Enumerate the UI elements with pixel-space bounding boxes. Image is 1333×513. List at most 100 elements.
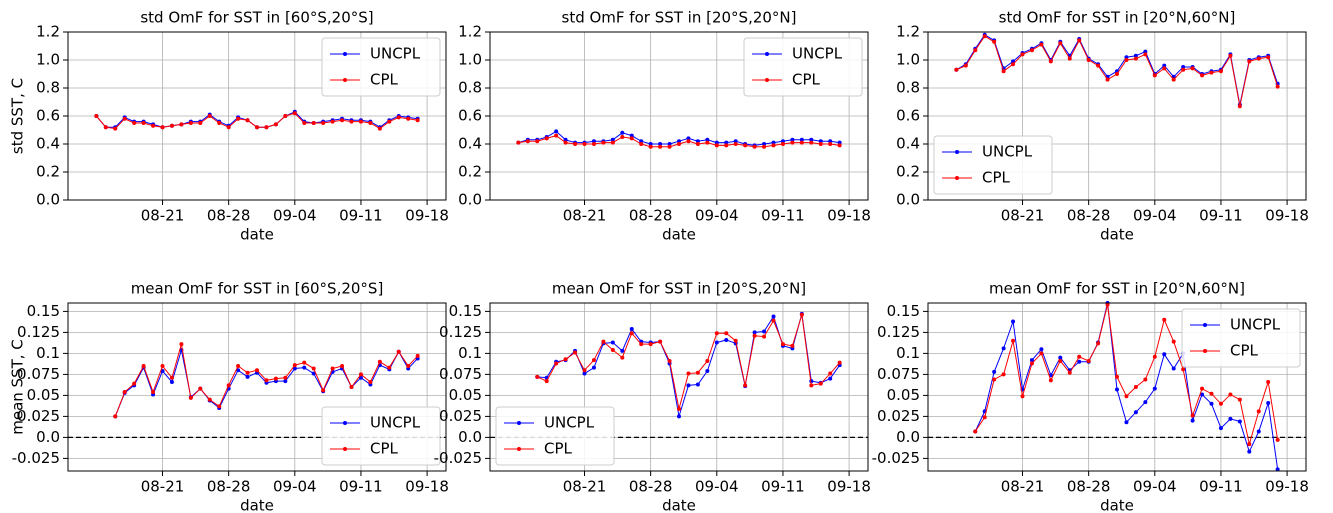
data-point [1266, 379, 1271, 384]
data-point [818, 142, 823, 146]
data-point [1077, 354, 1082, 359]
data-point [954, 67, 959, 72]
axes-frame [67, 302, 447, 472]
x-tick-label: 08-21 [563, 478, 607, 496]
data-point [1067, 370, 1072, 375]
legend: UNCPL CPL [743, 37, 863, 97]
data-point [610, 340, 615, 345]
data-point [1256, 409, 1261, 414]
data-point [141, 121, 146, 125]
data-point [179, 122, 184, 127]
y-tick-label: 0.0 [36, 191, 60, 209]
y-tick-label: 0.025 [877, 407, 920, 425]
data-point [724, 337, 729, 342]
x-tick-label: 09-18 [827, 478, 871, 496]
data-point [582, 142, 587, 146]
x-tick-label: 08-21 [1001, 478, 1045, 496]
data-point [1058, 358, 1063, 363]
data-point [1266, 400, 1271, 405]
data-point [1228, 53, 1233, 58]
data-point [217, 121, 222, 125]
data-point [1096, 63, 1101, 68]
data-point [302, 121, 307, 125]
data-point [1200, 392, 1205, 397]
data-point [1115, 72, 1119, 76]
data-point [629, 133, 634, 138]
y-tick-label: 0.1 [36, 344, 60, 362]
data-point [141, 364, 146, 368]
y-tick-label: 0.4 [36, 135, 60, 153]
data-point [544, 136, 549, 141]
y-tick-label: 1.2 [36, 23, 60, 41]
data-point [963, 63, 968, 68]
data-point [1124, 394, 1129, 399]
data-point [677, 139, 681, 144]
data-point [1048, 378, 1053, 383]
data-point [780, 139, 785, 144]
x-tick-label: 09-18 [405, 478, 449, 496]
data-point [799, 137, 804, 142]
data-point [1209, 401, 1214, 406]
subplot: 0.0 0.2 0.4 0.6 0.8 1.0 1.2 08-21 08-28 09-04 09-1… [458, 9, 871, 244]
legend-label: CPL [370, 71, 399, 89]
data-point [1077, 359, 1082, 364]
series-line [537, 314, 841, 409]
data-point [573, 350, 578, 355]
data-point [1011, 319, 1016, 324]
data-point [1275, 84, 1280, 89]
subplot: 0.0 0.2 0.4 0.6 0.8 1.0 1.2 08-21 08-28 09-04 09-1… [9, 9, 449, 244]
data-point [667, 358, 672, 363]
data-point [695, 382, 700, 387]
x-tick-label: 09-04 [273, 207, 317, 225]
data-point [1218, 426, 1223, 431]
y-tick-label: 0.1 [458, 344, 482, 362]
data-point [762, 142, 767, 146]
data-point [1218, 69, 1223, 74]
subplot: 0.0 0.2 0.4 0.6 0.8 1.0 1.2 08-21 08-28 09-04 09-1… [896, 9, 1309, 244]
data-point [582, 368, 587, 373]
data-point [169, 375, 174, 380]
data-point [1058, 355, 1063, 360]
data-point [591, 142, 596, 146]
data-point [387, 365, 392, 370]
data-point [601, 140, 606, 145]
data-point [973, 429, 978, 434]
y-tick-label: 0.2 [458, 163, 482, 181]
data-point [283, 379, 288, 384]
data-point [667, 142, 672, 146]
data-point [601, 339, 606, 344]
data-point [311, 366, 316, 371]
data-point [620, 135, 625, 139]
x-tick-label: 08-28 [207, 207, 251, 225]
data-point [535, 374, 540, 379]
data-point [1171, 339, 1176, 344]
subplot-title: std OmF for SST in [20°S,20°N] [562, 9, 797, 27]
x-tick-label: 09-11 [761, 478, 805, 496]
data-point [695, 142, 700, 146]
y-tick-label: 1.0 [896, 51, 920, 69]
data-point [1115, 374, 1119, 379]
data-point [1228, 416, 1233, 421]
y-tick-label: 0.4 [458, 135, 482, 153]
data-point [396, 349, 401, 354]
data-point [724, 140, 729, 145]
data-point [1256, 429, 1261, 434]
data-point [113, 126, 118, 131]
data-point [1039, 42, 1044, 47]
data-point [1200, 73, 1205, 78]
data-point [1247, 442, 1252, 447]
data-point [828, 371, 833, 376]
data-point [610, 137, 615, 142]
data-point [377, 359, 382, 364]
x-tick-label: 09-11 [761, 207, 805, 225]
y-tick-label: 0.125 [17, 323, 60, 341]
data-point [837, 140, 842, 145]
data-point [1256, 56, 1261, 61]
x-tick-label: 09-11 [1199, 478, 1243, 496]
data-point [292, 363, 297, 368]
data-point [273, 376, 278, 381]
data-point [1171, 77, 1176, 82]
data-point [686, 383, 691, 388]
legend-label: UNCPL [544, 414, 595, 432]
